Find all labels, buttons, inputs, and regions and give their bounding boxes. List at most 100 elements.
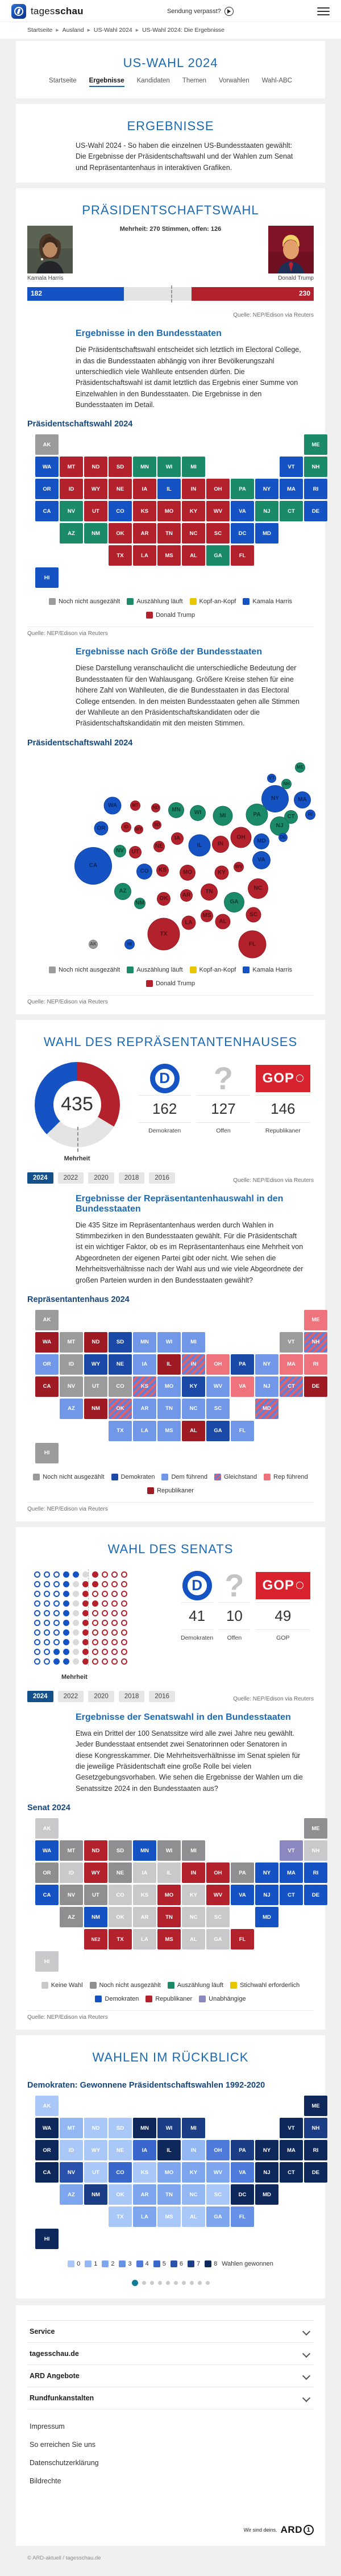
- state-bubble-UT[interactable]: UT: [129, 845, 142, 858]
- state-tile-MS-retro[interactable]: MS: [157, 2206, 181, 2227]
- state-tile-HI-house[interactable]: HI: [35, 1442, 59, 1463]
- state-tile-NV-house[interactable]: NV: [60, 1376, 83, 1397]
- state-tile-TN-presidential[interactable]: TN: [157, 523, 181, 544]
- state-tile-IN-presidential[interactable]: IN: [182, 479, 205, 500]
- state-tile-DE-retro[interactable]: DE: [304, 2162, 327, 2183]
- state-tile-WA-presidential[interactable]: WA: [35, 457, 59, 478]
- state-tile-OK-presidential[interactable]: OK: [109, 523, 132, 544]
- state-tile-GA-senate[interactable]: GA: [206, 1929, 230, 1950]
- state-bubble-MI[interactable]: MI: [213, 806, 233, 826]
- state-bubble-SC[interactable]: SC: [246, 907, 261, 923]
- state-bubble-WA[interactable]: WA: [103, 797, 122, 815]
- state-tile-IA-retro[interactable]: IA: [133, 2140, 156, 2161]
- state-bubble-NC[interactable]: NC: [248, 878, 268, 899]
- state-tile-WV-house[interactable]: WV: [206, 1376, 230, 1397]
- state-tile-IL-retro[interactable]: IL: [157, 2140, 181, 2161]
- state-tile-KY-senate[interactable]: KY: [182, 1885, 205, 1906]
- state-tile-CA-retro[interactable]: CA: [35, 2162, 59, 2183]
- state-bubble-WY[interactable]: WY: [134, 824, 143, 834]
- state-tile-IL-house[interactable]: IL: [157, 1354, 181, 1375]
- tab-ergebnisse[interactable]: Ergebnisse: [89, 77, 124, 87]
- state-tile-GA-house[interactable]: GA: [206, 1420, 230, 1441]
- state-tile-LA-retro[interactable]: LA: [133, 2206, 156, 2227]
- footer-accordion-tagesschaude[interactable]: tagesschau.de: [27, 2343, 314, 2366]
- carousel-dot[interactable]: [173, 2281, 178, 2285]
- footer-link-impressum[interactable]: Impressum: [30, 2422, 65, 2431]
- state-tile-HI-presidential[interactable]: HI: [35, 567, 59, 588]
- state-tile-NH-retro[interactable]: NH: [304, 2118, 327, 2139]
- year-button-2022[interactable]: 2022: [57, 1690, 84, 1702]
- state-tile-IL-senate[interactable]: IL: [157, 1862, 181, 1884]
- year-button-2016[interactable]: 2016: [149, 1172, 175, 1184]
- state-tile-VT-house[interactable]: VT: [280, 1331, 303, 1353]
- state-tile-NY-retro[interactable]: NY: [255, 2140, 278, 2161]
- carousel-dot[interactable]: [131, 2280, 138, 2287]
- state-tile-MN-retro[interactable]: MN: [133, 2118, 156, 2139]
- state-tile-WI-presidential[interactable]: WI: [157, 457, 181, 478]
- state-tile-TX-presidential[interactable]: TX: [109, 545, 132, 566]
- state-tile-CT-house[interactable]: CT: [280, 1376, 303, 1397]
- state-tile-WI-house[interactable]: WI: [157, 1331, 181, 1353]
- state-tile-ND-presidential[interactable]: ND: [84, 457, 107, 478]
- state-bubble-NH[interactable]: NH: [281, 778, 292, 789]
- state-bubble-AZ[interactable]: AZ: [114, 882, 131, 900]
- state-bubble-IN[interactable]: IN: [212, 835, 229, 853]
- state-tile-WA-retro[interactable]: WA: [35, 2118, 59, 2139]
- state-bubble-AK[interactable]: AK: [89, 939, 98, 949]
- state-tile-AL-house[interactable]: AL: [182, 1420, 205, 1441]
- year-button-2018[interactable]: 2018: [118, 1172, 145, 1184]
- breadcrumb-item[interactable]: US-Wahl 2024: [93, 27, 132, 34]
- carousel-dot[interactable]: [181, 2281, 186, 2285]
- state-bubble-FL[interactable]: FL: [238, 930, 267, 959]
- year-button-2016[interactable]: 2016: [149, 1690, 175, 1702]
- tab-themen[interactable]: Themen: [182, 77, 206, 84]
- state-tile-NY-house[interactable]: NY: [255, 1354, 278, 1375]
- state-tile-IN-senate[interactable]: IN: [182, 1862, 205, 1884]
- electoral-college-bar[interactable]: 182 230: [27, 285, 314, 303]
- year-button-2024[interactable]: 2024: [27, 1172, 53, 1184]
- state-tile-NH-senate[interactable]: NH: [304, 1840, 327, 1861]
- state-tile-NE-house[interactable]: NE: [109, 1354, 132, 1375]
- state-tile-CO-house[interactable]: CO: [109, 1376, 132, 1397]
- state-tile-KS-house[interactable]: KS: [133, 1376, 156, 1397]
- state-tile-IN-house[interactable]: IN: [182, 1354, 205, 1375]
- house-donut-chart[interactable]: 435: [34, 1061, 120, 1152]
- state-tile-WY-house[interactable]: WY: [84, 1354, 107, 1375]
- state-bubble-VT[interactable]: VT: [267, 773, 276, 783]
- state-tile-MD-house[interactable]: MD: [255, 1398, 278, 1419]
- state-bubble-WV[interactable]: WV: [234, 861, 244, 872]
- state-tile-AK-presidential[interactable]: AK: [35, 434, 59, 455]
- footer-accordion-ardangebote[interactable]: ARD Angebote: [27, 2365, 314, 2388]
- state-bubble-OK[interactable]: OK: [157, 891, 170, 906]
- state-tile-MI-presidential[interactable]: MI: [182, 457, 205, 478]
- state-tile-DE-house[interactable]: DE: [304, 1376, 327, 1397]
- state-tile-UT-house[interactable]: UT: [84, 1376, 107, 1397]
- state-tile-DE-senate[interactable]: DE: [304, 1885, 327, 1906]
- year-button-2024[interactable]: 2024: [27, 1690, 53, 1702]
- state-tile-MS-house[interactable]: MS: [157, 1420, 181, 1441]
- state-tile-AK-senate[interactable]: AK: [35, 1818, 59, 1839]
- carousel-dot[interactable]: [165, 2281, 170, 2285]
- state-tile-SC-presidential[interactable]: SC: [206, 523, 230, 544]
- state-tile-OH-retro[interactable]: OH: [206, 2140, 230, 2161]
- state-tile-OH-house[interactable]: OH: [206, 1354, 230, 1375]
- breadcrumb-item[interactable]: US-Wahl 2024: Die Ergebnisse: [142, 27, 224, 34]
- state-tile-MT-senate[interactable]: MT: [60, 1840, 83, 1861]
- state-tile-OR-senate[interactable]: OR: [35, 1862, 59, 1884]
- state-tile-CO-senate[interactable]: CO: [109, 1885, 132, 1906]
- state-tile-MA-retro[interactable]: MA: [280, 2140, 303, 2161]
- state-tile-MT-house[interactable]: MT: [60, 1331, 83, 1353]
- state-tile-NC-senate[interactable]: NC: [182, 1907, 205, 1928]
- footer-link-bildrechte[interactable]: Bildrechte: [30, 2477, 61, 2486]
- state-tile-TX-senate[interactable]: TX: [109, 1929, 132, 1950]
- state-bubble-OR[interactable]: OR: [94, 821, 109, 836]
- state-tile-NV-senate[interactable]: NV: [60, 1885, 83, 1906]
- state-tile-RI-presidential[interactable]: RI: [304, 479, 327, 500]
- state-tile-PA-house[interactable]: PA: [231, 1354, 254, 1375]
- state-bubble-RI[interactable]: RI: [305, 809, 315, 820]
- state-bubble-GA[interactable]: GA: [224, 891, 244, 912]
- tab-vorwahlen[interactable]: Vorwahlen: [219, 77, 249, 84]
- state-tile-NC-house[interactable]: NC: [182, 1398, 205, 1419]
- year-button-2022[interactable]: 2022: [57, 1172, 84, 1184]
- state-tile-FL-presidential[interactable]: FL: [231, 545, 254, 566]
